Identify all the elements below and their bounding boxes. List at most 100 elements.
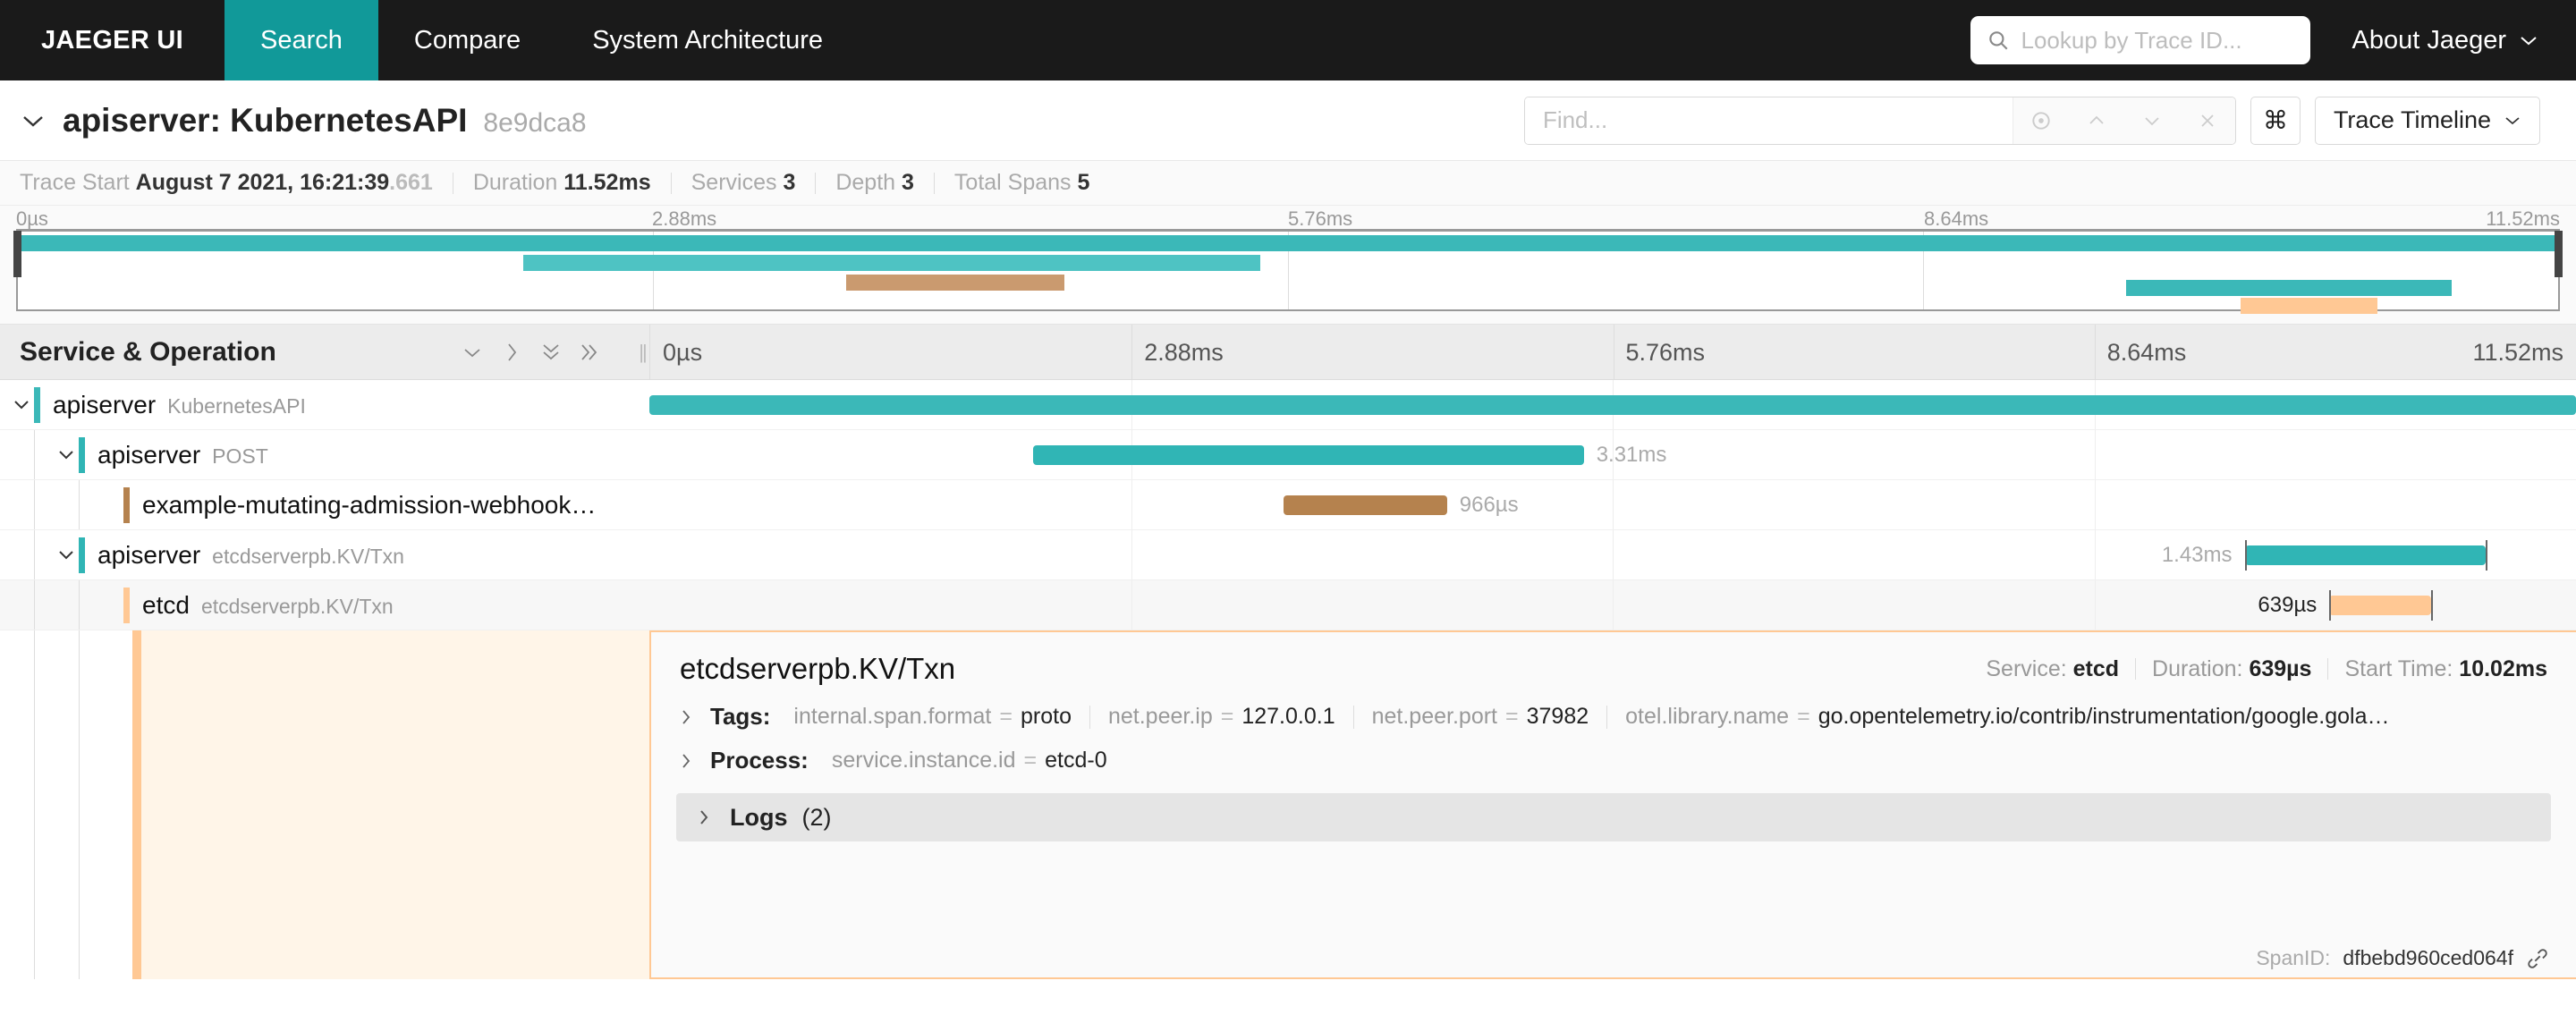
span-detail-header: etcdserverpb.KV/Txn Service: etcd Durati…: [651, 632, 2576, 695]
trace-header-controls: Find...: [1523, 96, 2540, 145]
chevron-down-icon: [2519, 34, 2538, 46]
timeline-gridline: [1613, 480, 1614, 529]
span-row[interactable]: example-mutating-admission-webhook… 966µs: [0, 480, 2576, 530]
clear-search-icon[interactable]: [2180, 97, 2235, 144]
span-duration-bar[interactable]: [2244, 545, 2486, 565]
collapse-one-icon[interactable]: [453, 345, 492, 359]
span-row[interactable]: apiserver KubernetesAPI: [0, 380, 2576, 430]
span-row-label-cell[interactable]: etcd etcdserverpb.KV/Txn: [0, 580, 649, 630]
span-id-footer: SpanID: dfbebd960ced064f: [2256, 946, 2549, 970]
detail-service-label: Service:: [1986, 655, 2067, 681]
previous-match-icon[interactable]: [2069, 97, 2124, 144]
chevron-right-icon: [680, 751, 698, 771]
minimap-viewport[interactable]: [13, 229, 2563, 314]
equals-sign: =: [1023, 748, 1038, 773]
span-row[interactable]: etcd etcdserverpb.KV/Txn 639µs: [0, 580, 2576, 630]
view-mode-selector[interactable]: Trace Timeline: [2314, 96, 2540, 145]
span-duration-bar[interactable]: [1283, 495, 1447, 515]
span-row-bar-cell[interactable]: 1.43ms: [649, 530, 2576, 579]
span-operation-name: example-mutating-admission-webhook…: [142, 490, 597, 519]
span-row-label-cell[interactable]: apiserver KubernetesAPI: [0, 380, 649, 429]
detail-duration-value: 639µs: [2249, 655, 2312, 681]
expand-collapse-icon[interactable]: [55, 448, 79, 461]
detail-duration-label: Duration:: [2152, 655, 2243, 681]
timeline-gridline: [1131, 325, 1133, 379]
column-title: Service & Operation: [20, 336, 276, 367]
span-row[interactable]: apiserver POST 3.31ms: [0, 430, 2576, 480]
span-duration-label: 3.31ms: [1596, 442, 1667, 467]
span-row-label-cell[interactable]: apiserver etcdserverpb.KV/Txn: [0, 530, 649, 579]
minimap-drag-handle-left[interactable]: [13, 231, 21, 277]
span-row-label-cell[interactable]: apiserver POST: [0, 430, 649, 479]
nav-item-search[interactable]: Search: [225, 0, 378, 80]
stat-trace-start: Trace Start August 7 2021, 16:21:39.661: [20, 170, 433, 196]
span-detail-title: etcdserverpb.KV/Txn: [680, 652, 956, 685]
expand-collapse-icon[interactable]: [11, 398, 34, 411]
stat-total-spans: Total Spans 5: [954, 170, 1090, 196]
expand-one-icon[interactable]: [492, 341, 531, 364]
timeline-gridline: [2094, 480, 2096, 529]
divider: [2135, 658, 2137, 680]
expand-all-icon[interactable]: [571, 341, 610, 364]
find-input[interactable]: Find...: [1524, 97, 2012, 144]
equals-sign: =: [1220, 704, 1234, 729]
span-color-indicator: [123, 587, 130, 623]
span-rows: apiserver KubernetesAPI apiserver POST 3.31m…: [0, 380, 2576, 630]
logs-section-toggle[interactable]: Logs (2): [676, 793, 2551, 841]
tag-item: net.peer.port = 37982: [1354, 704, 1607, 730]
span-end-marker: [2431, 589, 2434, 621]
nav-item-system-architecture[interactable]: System Architecture: [592, 25, 824, 55]
tags-row[interactable]: Tags: internal.span.format = proto net.peer…: [651, 695, 2576, 739]
divider: [933, 172, 935, 194]
span-color-indicator: [34, 386, 40, 423]
tag-key: net.peer.port: [1371, 704, 1497, 729]
span-detail-meta: Service: etcd Duration: 639µs Start Time…: [1986, 656, 2547, 682]
next-match-icon[interactable]: [2124, 97, 2180, 144]
span-end-marker: [2485, 539, 2487, 571]
column-resize-handle[interactable]: ||: [639, 340, 647, 363]
span-row[interactable]: apiserver etcdserverpb.KV/Txn 1.43ms: [0, 530, 2576, 580]
keyboard-shortcuts-button[interactable]: ⌘: [2250, 96, 2301, 145]
span-duration-bar[interactable]: [649, 394, 2576, 415]
focus-matches-icon[interactable]: [2013, 97, 2069, 144]
span-row-bar-cell[interactable]: 966µs: [649, 480, 2576, 529]
trace-minimap[interactable]: 0µs 2.88ms 5.76ms 8.64ms 11.52ms: [0, 206, 2576, 325]
trace-id-short: 8e9dca8: [483, 107, 587, 138]
minimap-drag-handle-right[interactable]: [2555, 231, 2563, 277]
equals-sign: =: [999, 704, 1013, 729]
duration-value: 11.52ms: [564, 170, 651, 195]
span-row-label-cell[interactable]: example-mutating-admission-webhook…: [0, 480, 649, 529]
trace-id-lookup-input[interactable]: Lookup by Trace ID...: [1970, 16, 2311, 64]
nav-item-compare[interactable]: Compare: [413, 25, 521, 55]
span-row-bar-cell[interactable]: [649, 380, 2576, 429]
detail-start-time-value: 10.02ms: [2459, 655, 2547, 681]
timeline-axis-header: 0µs 2.88ms 5.76ms 8.64ms 11.52ms: [649, 325, 2576, 379]
tag-value: proto: [1020, 704, 1072, 729]
trace-title-group: apiserver: KubernetesAPI 8e9dca8: [20, 102, 587, 140]
span-service-name: apiserver: [97, 540, 201, 569]
span-label-group: etcd etcdserverpb.KV/Txn: [130, 591, 394, 620]
span-label-group: apiserver POST: [85, 441, 268, 469]
process-item: service.instance.id = etcd-0: [821, 748, 1125, 774]
span-duration-bar[interactable]: [2329, 595, 2432, 615]
total-spans-value: 5: [1077, 170, 1090, 195]
services-label: Services: [691, 170, 777, 195]
process-row[interactable]: Process: service.instance.id = etcd-0: [651, 739, 2576, 782]
expand-collapse-icon[interactable]: [55, 548, 79, 562]
span-duration-bar[interactable]: [1032, 444, 1584, 465]
span-color-indicator: [79, 537, 85, 573]
collapse-trace-header-icon[interactable]: [20, 113, 47, 129]
trace-header: apiserver: KubernetesAPI 8e9dca8 Find...: [0, 80, 2576, 161]
minimap-gridline: [1288, 232, 1289, 309]
duration-label: Duration: [472, 170, 558, 195]
brand-logo[interactable]: JAEGER UI: [41, 25, 184, 55]
link-icon[interactable]: [2526, 947, 2549, 970]
trace-start-value: August 7 2021, 16:21:39: [135, 170, 390, 195]
tag-value: go.opentelemetry.io/contrib/instrumentat…: [1818, 704, 2390, 729]
span-row-bar-cell[interactable]: 3.31ms: [649, 430, 2576, 479]
divider: [815, 172, 817, 194]
span-row-bar-cell[interactable]: 639µs: [649, 580, 2576, 630]
about-jaeger-menu[interactable]: About Jaeger: [2351, 26, 2538, 55]
span-operation-name: KubernetesAPI: [167, 393, 306, 418]
collapse-all-icon[interactable]: [531, 342, 571, 363]
